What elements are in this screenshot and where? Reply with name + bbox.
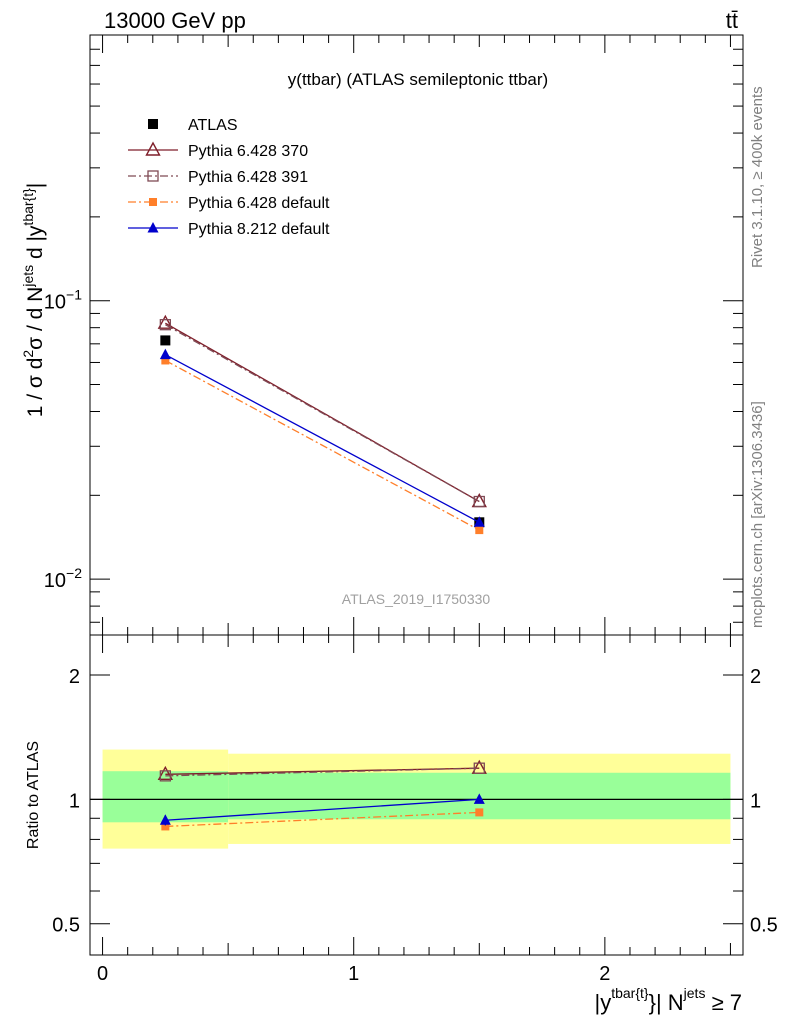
marker-square-small	[149, 198, 157, 206]
series-pythia-6-428-default	[161, 356, 484, 535]
main-y-axis-label: 1 / σ d2σ / d Njets d |ytbar{t}|	[20, 183, 47, 418]
x-axis-label: |ytbar{t}}| Njets ≥ 7	[595, 985, 743, 1015]
mcplots-label: mcplots.cern.ch [arXiv:1306.3436]	[749, 401, 766, 628]
ratio-y-tick-label-left: 2	[69, 666, 80, 688]
marker-square-small	[161, 356, 170, 365]
series-line	[165, 324, 480, 503]
ratio-y-tick-label-right: 0.5	[750, 915, 778, 937]
legend-label: Pythia 6.428 default	[188, 195, 330, 212]
y-label-part: 2	[20, 350, 36, 358]
ratio-y-tick-label-left: 1	[69, 790, 80, 812]
marker-triangle-open	[157, 314, 174, 329]
main-y-tick-labels: 10−110−2	[44, 287, 82, 592]
marker-square	[160, 335, 171, 346]
legend-item: Pythia 6.428 370	[128, 141, 308, 160]
series-pythia-6-428-391	[159, 762, 485, 782]
series-line	[165, 811, 480, 828]
marker-square-open	[473, 762, 485, 774]
y-label-part: 1 / σ d	[24, 358, 47, 418]
main-panel: 10−110−2 y(ttbar) (ATLAS semileptonic tt…	[20, 34, 744, 636]
series-pythia-8-212-default	[159, 793, 485, 826]
plot-title: y(ttbar) (ATLAS semileptonic ttbar)	[288, 70, 548, 89]
tick-exponent: −1	[66, 287, 82, 303]
marker-square-open	[147, 170, 159, 182]
tick-base: 10	[44, 292, 66, 314]
marker-square-open	[473, 495, 485, 508]
marker-square-small	[475, 808, 484, 817]
x-label-part: |y	[595, 990, 612, 1015]
ratio-y-axis-label: Ratio to ATLAS	[25, 741, 42, 849]
series-line	[165, 354, 480, 523]
ratio-y-tick-label-right: 2	[750, 666, 761, 688]
legend-item: Pythia 6.428 default	[128, 195, 330, 212]
x-tick-label: 2	[599, 963, 610, 985]
marker-triangle	[473, 793, 485, 804]
legend-item: Pythia 8.212 default	[128, 221, 330, 238]
x-label-part: tbar{t}	[611, 985, 649, 1001]
series-pythia-8-212-default	[159, 348, 485, 527]
main-y-tick-label: 10−1	[44, 287, 82, 314]
series-line	[165, 798, 480, 821]
main-axis-ticks	[90, 34, 743, 635]
marker-triangle	[473, 516, 485, 527]
x-label-part: jets	[683, 985, 706, 1001]
y-label-part: tbar{t}	[20, 188, 36, 226]
ratio-series	[157, 759, 487, 831]
marker-triangle	[159, 814, 171, 825]
marker-square-open	[159, 319, 171, 331]
tick-base: 10	[44, 570, 66, 592]
ratio-axis-ticks	[90, 635, 743, 955]
x-label-part: ≥ 7	[705, 990, 742, 1015]
rivet-label: Rivet 3.1.10, ≥ 400k events	[749, 86, 766, 268]
legend-label: Pythia 6.428 370	[188, 143, 308, 160]
x-tick-label: 0	[97, 963, 108, 985]
ratio-panel: 0.5 0.5 1 1 2 2 0 1 2 Ratio to ATLAS |ytbar{t}}…	[25, 634, 778, 1015]
x-label-part: }| N	[649, 990, 684, 1015]
series-pythia-6-428-default	[161, 808, 484, 831]
y-label-part: jets	[20, 265, 36, 288]
main-y-tick-label: 10−2	[44, 565, 82, 592]
series-line	[165, 359, 480, 531]
tick-exponent: −2	[66, 565, 82, 581]
series-pythia-6-428-391	[159, 319, 485, 508]
ratio-y-tick-labels: 0.5 0.5 1 1 2 2	[52, 666, 778, 937]
marker-square-small	[475, 526, 484, 535]
y-label-part: |	[24, 183, 47, 188]
legend-label: Pythia 6.428 391	[188, 169, 308, 186]
ratio-y-tick-label-right: 1	[750, 790, 761, 812]
marker-triangle	[147, 222, 159, 233]
series-line	[165, 767, 480, 777]
x-tick-label: 1	[348, 963, 359, 985]
ratio-bands	[90, 749, 743, 849]
process-label: tt̄	[726, 8, 738, 33]
legend-item: Pythia 6.428 391	[128, 169, 308, 186]
energy-label: 13000 GeV pp	[104, 8, 246, 33]
main-series	[157, 314, 487, 535]
legend-item: ATLAS	[148, 117, 238, 134]
marker-triangle-open	[145, 141, 161, 156]
marker-square-small	[161, 822, 170, 831]
y-label-part: d |y	[24, 225, 47, 265]
ratio-y-tick-label-left: 0.5	[52, 915, 80, 937]
watermark-label: ATLAS_2019_I1750330	[342, 591, 491, 607]
marker-triangle-open	[157, 765, 174, 781]
marker-square-open	[159, 770, 171, 782]
legend-label: Pythia 8.212 default	[188, 221, 330, 238]
y-label-part: σ / d N	[24, 287, 47, 350]
ratio-x-tick-labels: 0 1 2	[97, 963, 610, 985]
ratio-frame	[89, 634, 744, 956]
legend-label: ATLAS	[188, 117, 238, 134]
legend: ATLAS Pythia 6.428 370 Pythia 6.428 391 Pyt…	[128, 117, 330, 238]
marker-triangle	[159, 348, 171, 360]
marker-square	[148, 119, 158, 129]
